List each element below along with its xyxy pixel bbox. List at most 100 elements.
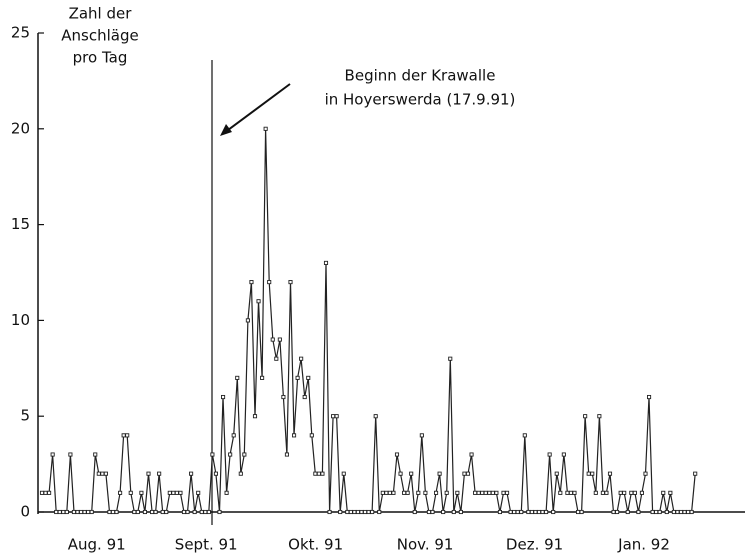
data-point xyxy=(228,452,233,457)
data-point xyxy=(373,414,378,419)
data-point xyxy=(274,356,279,361)
data-point xyxy=(323,260,329,265)
data-point xyxy=(110,509,116,515)
data-point xyxy=(622,490,627,495)
data-point xyxy=(114,509,119,515)
data-point xyxy=(476,490,481,495)
data-point xyxy=(313,471,318,476)
data-point xyxy=(597,414,602,419)
data-point xyxy=(82,509,87,515)
data-point xyxy=(636,509,641,515)
data-point xyxy=(178,490,183,495)
y-tick-label: 0 xyxy=(20,503,30,521)
data-point xyxy=(157,471,162,476)
data-point xyxy=(405,490,410,495)
y-tick-label: 25 xyxy=(11,24,30,42)
data-point xyxy=(664,509,669,515)
data-point xyxy=(189,471,194,476)
annotation: Beginn der Krawalle xyxy=(345,67,496,85)
data-point xyxy=(444,490,449,495)
data-point xyxy=(71,509,76,515)
data-point xyxy=(455,490,460,495)
data-point xyxy=(235,375,240,380)
data-point xyxy=(561,452,566,457)
data-point xyxy=(437,471,442,476)
data-point xyxy=(505,490,510,495)
data-point xyxy=(615,509,620,515)
data-point xyxy=(249,280,254,285)
data-point xyxy=(402,490,407,495)
y-tick-label: 10 xyxy=(11,311,30,329)
data-point xyxy=(292,433,297,438)
data-point xyxy=(657,509,662,515)
data-point xyxy=(50,452,55,457)
data-point xyxy=(121,433,126,438)
data-point xyxy=(661,490,666,495)
data-point xyxy=(185,509,190,515)
data-point xyxy=(671,509,676,515)
data-point xyxy=(295,375,300,380)
data-point xyxy=(394,452,400,457)
data-point xyxy=(93,452,98,457)
data-point xyxy=(75,509,80,515)
data-point xyxy=(647,394,652,400)
data-point xyxy=(57,509,62,515)
data-point xyxy=(678,509,684,515)
data-point xyxy=(384,490,389,495)
data-point xyxy=(611,509,616,515)
data-point xyxy=(220,394,226,400)
data-point xyxy=(327,509,332,515)
data-point xyxy=(650,509,655,515)
data-point xyxy=(260,375,265,380)
y-axis-label: Zahl der xyxy=(69,5,133,23)
data-point xyxy=(64,509,69,515)
data-point xyxy=(196,490,201,495)
data-point xyxy=(547,452,552,457)
data-point xyxy=(600,490,605,495)
data-point xyxy=(426,509,432,515)
data-point xyxy=(267,280,272,285)
data-point xyxy=(508,509,513,515)
data-point xyxy=(78,509,84,515)
data-point xyxy=(341,471,346,476)
y-tick-label: 20 xyxy=(11,119,30,137)
data-point xyxy=(352,509,357,515)
data-point xyxy=(629,490,634,495)
data-point xyxy=(284,452,290,457)
data-point xyxy=(377,509,382,515)
data-point xyxy=(618,490,623,495)
data-point xyxy=(689,509,694,515)
data-point xyxy=(231,433,236,438)
data-point xyxy=(43,490,48,495)
data-point xyxy=(217,509,222,515)
data-point xyxy=(391,490,396,495)
data-point xyxy=(398,471,403,476)
data-point xyxy=(462,471,467,476)
data-point xyxy=(409,471,414,476)
data-point xyxy=(107,509,112,515)
data-point xyxy=(412,509,417,515)
data-point xyxy=(252,414,258,419)
data-point xyxy=(160,509,165,515)
data-point xyxy=(89,509,94,515)
data-point xyxy=(288,280,293,285)
data-point xyxy=(238,471,243,476)
x-tick-label: Dez. 91 xyxy=(506,536,563,554)
x-tick-label: Aug. 91 xyxy=(68,536,126,554)
data-point xyxy=(590,471,595,476)
data-point xyxy=(583,414,588,419)
data-point xyxy=(675,509,680,515)
data-point xyxy=(632,490,637,495)
data-point xyxy=(682,509,687,515)
data-point xyxy=(135,509,140,515)
data-point xyxy=(245,318,250,323)
data-point xyxy=(171,490,176,495)
data-point xyxy=(554,471,559,476)
data-point xyxy=(441,509,446,515)
data-point xyxy=(128,490,133,495)
data-point xyxy=(423,490,428,495)
data-point xyxy=(174,490,179,495)
data-point xyxy=(355,509,361,515)
data-point xyxy=(192,509,197,515)
data-point xyxy=(576,509,581,515)
